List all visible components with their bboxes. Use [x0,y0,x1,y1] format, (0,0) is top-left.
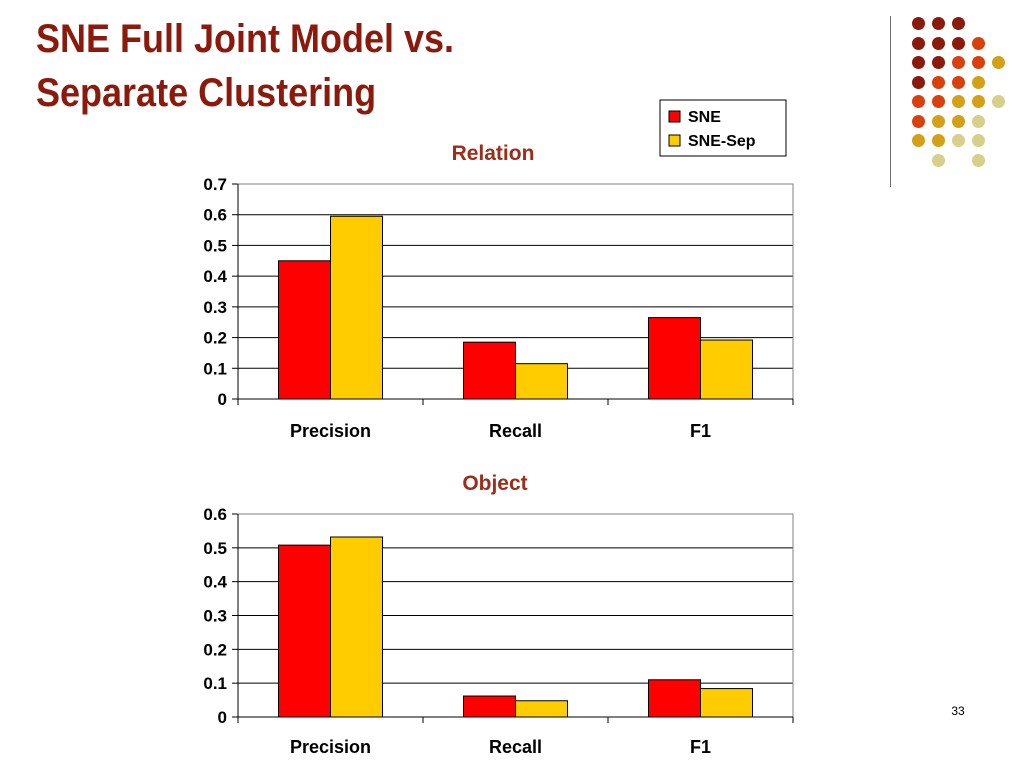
bar-sne [648,317,701,400]
x-category-label: Precision [290,737,371,757]
y-tick-label: 0.6 [203,206,227,225]
bar-sne [278,260,331,400]
y-tick-label: 0.3 [203,607,227,626]
legend-label: SNE-Sep [688,133,756,150]
bar-sne [278,544,331,718]
y-tick-label: 0.2 [203,329,227,348]
decorative-divider [890,16,891,187]
y-tick-label: 0.4 [203,573,227,592]
x-category-label: Recall [489,737,542,757]
bar-sne [463,341,516,400]
y-tick-label: 0.4 [203,267,227,286]
x-category-label: F1 [690,421,711,441]
bar-sne-sep [330,536,383,718]
bar-sne [463,695,516,718]
y-tick-label: 0.3 [203,298,227,317]
page-number: 33 [951,704,965,718]
legend-swatch [668,134,681,147]
legend-box [659,99,787,157]
slide-title-line-2: Separate Clustering [36,71,377,115]
x-category-label: Recall [489,421,542,441]
bar-sne-sep [330,215,383,400]
y-tick-label: 0.1 [203,359,227,378]
y-tick-label: 0.7 [203,175,227,194]
y-tick-label: 0.2 [203,640,227,659]
bar-sne [648,679,701,718]
x-category-label: F1 [690,737,711,757]
legend-label: SNE [688,109,721,126]
y-tick-label: 0.1 [203,674,227,693]
y-tick-label: 0 [218,390,227,409]
bar-sne-sep [700,339,753,400]
y-tick-label: 0.5 [203,539,227,558]
bar-sne-sep [515,700,568,718]
slide-title-line-1: SNE Full Joint Model vs. [36,17,455,61]
x-category-label: Precision [290,421,371,441]
slide-title: SNE Full Joint Model vs. Separate Cluste… [36,12,594,120]
legend-swatch [668,110,681,123]
y-tick-label: 0.5 [203,236,227,255]
chart-title: Relation [452,142,535,165]
bar-sne-sep [515,363,568,400]
bar-sne-sep [700,688,753,718]
y-tick-label: 0.6 [203,505,227,524]
chart-title: Object [462,472,527,495]
y-tick-label: 0 [218,708,227,727]
